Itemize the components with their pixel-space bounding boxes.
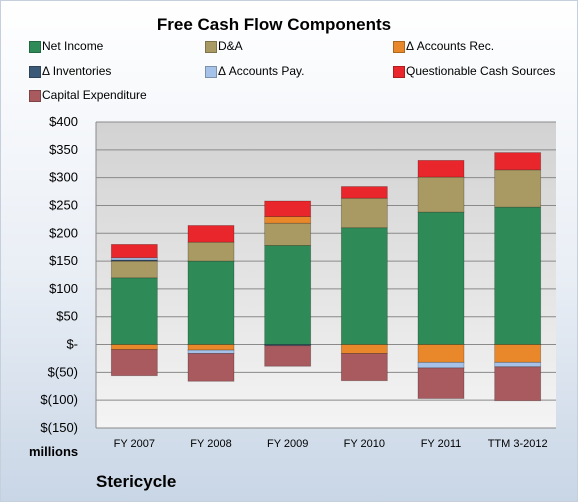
y-tick-label: $200 — [49, 225, 78, 240]
chart-legend: Net Income D&A Δ Accounts Rec. Δ Inventorie… — [1, 1, 578, 111]
bar-d-a-fy-2010 — [340, 197, 388, 229]
y-tick-label: $- — [66, 337, 78, 352]
x-tick-label: FY 2010 — [344, 438, 385, 450]
legend-label: Δ Inventories — [42, 64, 112, 78]
bar-questionable-cash-sources-fy-2011 — [417, 159, 465, 178]
y-tick-label: $(150) — [40, 420, 78, 435]
bar-net-income-ttm-3-2012 — [494, 206, 542, 345]
bar-capital-expenditure-fy-2011 — [417, 367, 465, 399]
bar-capital-expenditure-ttm-3-2012 — [494, 366, 542, 402]
bar-accounts-rec-fy-2007 — [110, 344, 158, 350]
legend-swatch — [29, 90, 41, 102]
x-tick-label: TTM 3-2012 — [488, 438, 548, 450]
units-label: millions — [29, 444, 79, 459]
bar-capital-expenditure-fy-2010 — [340, 353, 388, 382]
bar-d-a-fy-2009 — [264, 222, 312, 246]
x-tick-label: FY 2011 — [421, 438, 462, 450]
bar-questionable-cash-sources-fy-2007 — [110, 243, 158, 259]
y-tick-label: $250 — [49, 197, 78, 212]
bar-accounts-rec-fy-2011 — [417, 344, 465, 363]
legend-label: Δ Accounts Pay. — [218, 64, 305, 78]
bar-net-income-fy-2011 — [417, 211, 465, 345]
bar-capital-expenditure-fy-2008 — [187, 353, 235, 382]
legend-label: Capital Expenditure — [42, 88, 147, 102]
y-tick-label: $400 — [49, 114, 78, 129]
bar-d-a-ttm-3-2012 — [494, 169, 542, 208]
legend-swatch — [205, 41, 217, 53]
y-tick-label: $100 — [49, 281, 78, 296]
legend-swatch — [393, 41, 405, 53]
bar-accounts-pay-fy-2008 — [187, 349, 235, 354]
bar-questionable-cash-sources-ttm-3-2012 — [494, 152, 542, 171]
bar-net-income-fy-2007 — [110, 277, 158, 345]
y-tick-label: $(100) — [40, 392, 78, 407]
bar-accounts-pay-ttm-3-2012 — [494, 361, 542, 368]
legend-swatch — [29, 41, 41, 53]
bar-accounts-rec-fy-2010 — [340, 344, 388, 354]
bar-net-income-fy-2008 — [187, 260, 235, 345]
company-label: Stericycle — [96, 472, 177, 491]
legend-label: D&A — [218, 39, 243, 53]
legend-swatch — [205, 66, 217, 78]
bar-capital-expenditure-fy-2009 — [264, 345, 312, 367]
x-tick-label: FY 2008 — [190, 438, 231, 450]
bar-d-a-fy-2007 — [110, 260, 158, 279]
y-tick-label: $50 — [56, 309, 78, 324]
bar-d-a-fy-2008 — [187, 241, 235, 262]
y-tick-label: $300 — [49, 170, 78, 185]
bar-accounts-rec-fy-2009 — [264, 216, 312, 224]
legend-label: Δ Accounts Rec. — [406, 39, 495, 53]
y-tick-label: $350 — [49, 142, 78, 157]
plot-background — [96, 122, 556, 428]
bar-questionable-cash-sources-fy-2010 — [340, 186, 388, 199]
legend-swatch — [393, 66, 405, 78]
x-tick-label: FY 2009 — [267, 438, 308, 450]
bar-accounts-rec-fy-2008 — [187, 344, 235, 351]
bar-net-income-fy-2009 — [264, 245, 312, 345]
chart-title: Free Cash Flow Components — [156, 15, 392, 34]
legend-swatch — [29, 66, 41, 78]
legend-label: Net Income — [42, 39, 104, 53]
x-tick-label: FY 2007 — [114, 438, 155, 450]
bar-questionable-cash-sources-fy-2008 — [187, 225, 235, 243]
bar-capital-expenditure-fy-2007 — [110, 349, 158, 377]
bar-accounts-rec-ttm-3-2012 — [494, 344, 542, 363]
y-tick-label: $150 — [49, 253, 78, 268]
legend-label: Questionable Cash Sources — [406, 64, 556, 78]
bar-net-income-fy-2010 — [340, 227, 388, 345]
y-tick-label: $(50) — [48, 364, 78, 379]
bar-accounts-pay-fy-2011 — [417, 361, 465, 369]
bar-d-a-fy-2011 — [417, 176, 465, 213]
bar-questionable-cash-sources-fy-2009 — [264, 200, 312, 217]
